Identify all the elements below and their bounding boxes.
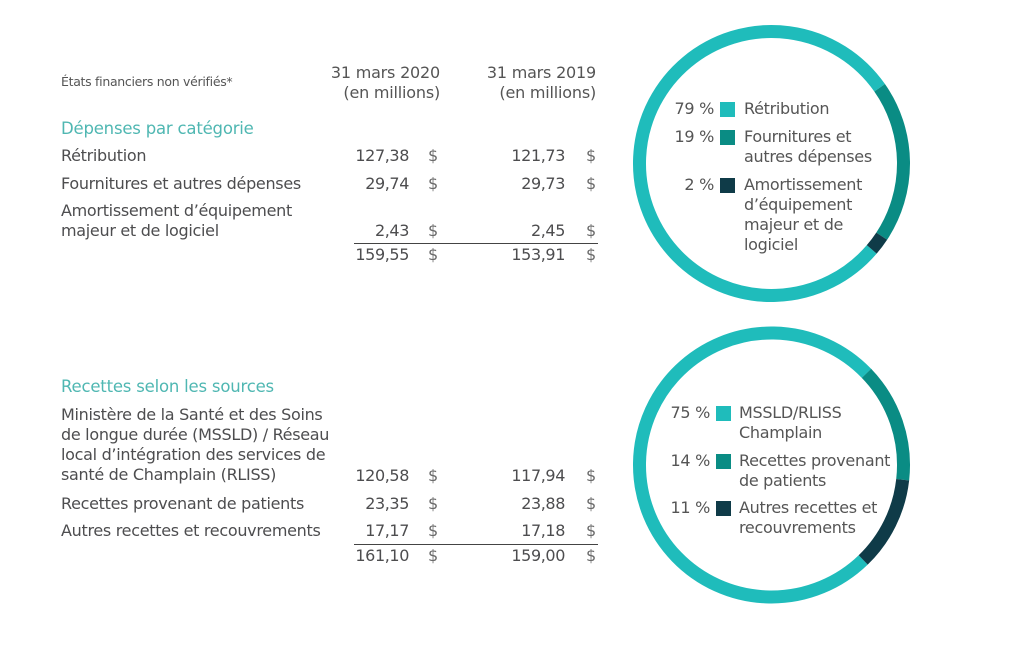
expense-row-label: Fournitures et autres dépenses — [61, 174, 301, 193]
revenue-total-2019: 159,00 — [511, 546, 565, 565]
revenue-value-2020: 120,58 — [355, 466, 409, 485]
revenue-value-2019: 23,88 — [521, 494, 565, 513]
column-header-2020-unit: (en millions) — [343, 83, 440, 102]
legend-percent: 19 % — [674, 127, 715, 146]
revenue-row-label-line: Ministère de la Santé et des Soins — [61, 405, 323, 424]
total-rule — [354, 243, 598, 244]
column-header-2019-date: 31 mars 2019 — [486, 63, 596, 82]
expense-row-label: Amortissement d’équipement majeur et de … — [61, 201, 292, 241]
legend-swatch-secondary — [716, 454, 731, 469]
legend-label-line: Recettes provenant — [739, 451, 891, 470]
revenue-value-2019: 17,18 — [521, 521, 565, 540]
currency-symbol: $ — [428, 494, 439, 513]
currency-symbol: $ — [428, 546, 439, 565]
legend-label: Recettes provenant de patients — [739, 451, 890, 491]
currency-symbol: $ — [586, 146, 597, 165]
legend-swatch-primary — [716, 406, 731, 421]
legend-label-line: Fournitures et — [744, 127, 852, 146]
unaudited-note: États financiers non vérifiés* — [61, 74, 233, 89]
currency-symbol: $ — [428, 521, 439, 540]
legend-label-line: MSSLD/RLISS — [739, 403, 842, 422]
donut-segment — [633, 25, 885, 302]
donut-segment — [866, 232, 888, 254]
legend-percent: 14 % — [670, 451, 711, 470]
expense-value-2019: 2,45 — [530, 221, 565, 240]
donut-segment — [861, 368, 910, 481]
legend-label: Rétribution — [744, 99, 830, 118]
expense-total-2020: 159,55 — [355, 245, 409, 264]
legend-label: MSSLD/RLISS Champlain — [739, 403, 842, 443]
expenses-donut — [633, 25, 910, 302]
currency-symbol: $ — [586, 546, 597, 565]
currency-symbol: $ — [586, 494, 597, 513]
donut-segment — [874, 84, 910, 240]
currency-symbol: $ — [428, 146, 439, 165]
currency-symbol: $ — [428, 221, 439, 240]
legend-label-line: majeur et de — [744, 215, 844, 234]
revenue-row-label: Ministère de la Santé et des Soins de lo… — [61, 405, 329, 485]
currency-symbol: $ — [428, 174, 439, 193]
legend-label: Fournitures et autres dépenses — [744, 127, 872, 167]
legend-swatch-secondary — [720, 130, 735, 145]
revenue-row-label: Recettes provenant de patients — [61, 494, 304, 513]
legend-swatch-primary — [720, 102, 735, 117]
column-header-2019: 31 mars 2019 (en millions) — [456, 63, 596, 103]
currency-symbol: $ — [586, 174, 597, 193]
column-header-2020: 31 mars 2020 (en millions) — [300, 63, 440, 103]
column-header-2020-date: 31 mars 2020 — [330, 63, 440, 82]
expense-value-2020: 127,38 — [355, 146, 409, 165]
legend-label: Autres recettes et recouvrements — [739, 498, 877, 538]
revenue-row-label-line: de longue durée (MSSLD) / Réseau — [61, 425, 330, 444]
legend-percent: 79 % — [674, 99, 715, 118]
legend-label-line: recouvrements — [739, 518, 856, 537]
legend-label-line: de patients — [739, 471, 827, 490]
legend-swatch-tertiary — [720, 178, 735, 193]
currency-symbol: $ — [586, 245, 597, 264]
expense-row-label-line: Amortissement d’équipement — [61, 201, 292, 220]
expense-total-2019: 153,91 — [511, 245, 565, 264]
legend-percent: 2 % — [684, 175, 714, 194]
expense-value-2019: 29,73 — [521, 174, 565, 193]
legend-percent: 11 % — [670, 498, 711, 517]
expense-value-2020: 2,43 — [374, 221, 409, 240]
legend-label: Amortissement d’équipement majeur et de … — [744, 175, 862, 255]
revenue-total-2020: 161,10 — [355, 546, 409, 565]
legend-swatch-tertiary — [716, 501, 731, 516]
expenses-section-title: Dépenses par catégorie — [61, 119, 254, 138]
revenue-value-2019: 117,94 — [511, 466, 565, 485]
currency-symbol: $ — [586, 466, 597, 485]
currency-symbol: $ — [586, 221, 597, 240]
revenue-row-label: Autres recettes et recouvrements — [61, 521, 321, 540]
legend-label-line: Autres recettes et — [739, 498, 878, 517]
revenue-row-label-line: santé de Champlain (RLISS) — [61, 465, 277, 484]
legend-label-line: Amortissement — [744, 175, 863, 194]
currency-symbol: $ — [428, 245, 439, 264]
revenues-donut — [633, 326, 910, 604]
legend-label-line: logiciel — [744, 235, 798, 254]
currency-symbol: $ — [586, 521, 597, 540]
expense-row-label-line: majeur et de logiciel — [61, 221, 219, 240]
donut-segment — [633, 326, 872, 604]
legend-label-line: Champlain — [739, 423, 822, 442]
expense-value-2019: 121,73 — [511, 146, 565, 165]
expense-value-2020: 29,74 — [365, 174, 409, 193]
revenue-value-2020: 23,35 — [365, 494, 409, 513]
legend-percent: 75 % — [670, 403, 711, 422]
total-rule — [354, 544, 598, 545]
column-header-2019-unit: (en millions) — [499, 83, 596, 102]
legend-label-line: autres dépenses — [744, 147, 872, 166]
currency-symbol: $ — [428, 466, 439, 485]
revenue-value-2020: 17,17 — [365, 521, 409, 540]
donut-segment — [858, 478, 910, 565]
legend-label-line: d’équipement — [744, 195, 853, 214]
revenues-section-title: Recettes selon les sources — [61, 377, 274, 396]
revenue-row-label-line: local d’intégration des services de — [61, 445, 326, 464]
expense-row-label: Rétribution — [61, 146, 147, 165]
